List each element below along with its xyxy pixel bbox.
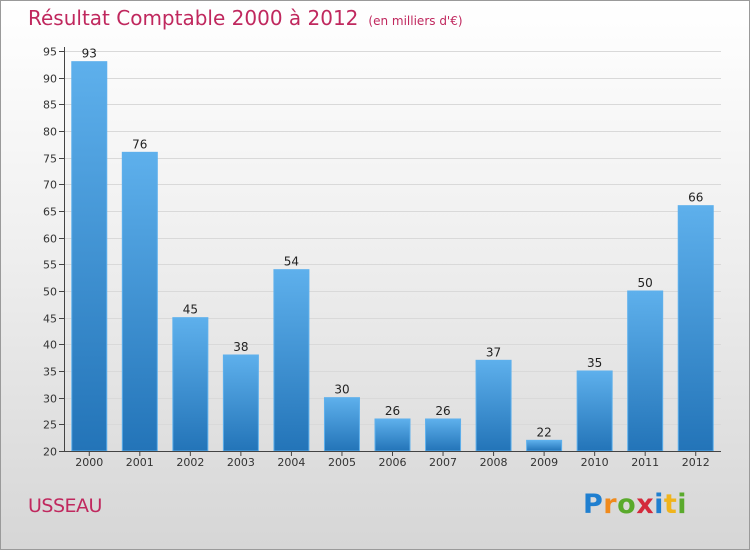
bar (323, 397, 360, 452)
bar-value-label: 66 (688, 191, 703, 205)
bar (475, 359, 512, 452)
x-tick-label: 2002 (176, 456, 204, 469)
bar-value-label: 22 (536, 425, 551, 439)
commune-name: USSEAU (28, 495, 102, 517)
bar (576, 370, 613, 452)
bar (273, 269, 310, 452)
y-tick-label: 30 (43, 393, 57, 406)
bar (425, 418, 462, 452)
y-tick-label: 70 (43, 179, 57, 192)
chart-title-text: Résultat Comptable 2000 à 2012 (28, 6, 359, 30)
bar (526, 439, 563, 452)
value-labels: 93 76 45 38 54 30 26 26 37 22 35 50 66 (82, 47, 704, 440)
x-tick-label: 2009 (530, 456, 558, 469)
y-tick-label: 50 (43, 286, 57, 299)
logo-letter: i (654, 489, 664, 520)
bar-value-label: 26 (385, 404, 400, 418)
y-tick-label: 45 (43, 313, 57, 326)
bar (71, 61, 108, 452)
y-tick-label: 40 (43, 339, 57, 352)
x-tick-label: 2005 (328, 456, 356, 469)
bar (222, 354, 259, 452)
bar-value-label: 93 (82, 47, 97, 61)
y-tick-label: 65 (43, 206, 57, 219)
chart-unit: (en milliers d'€) (368, 14, 463, 28)
x-tick-label: 2001 (126, 456, 154, 469)
x-tick-label: 2008 (480, 456, 508, 469)
chart-title: Résultat Comptable 2000 à 2012 (en millie… (28, 6, 463, 30)
bar-value-label: 37 (486, 345, 501, 359)
y-tick-label: 75 (43, 153, 57, 166)
logo-letter: P (583, 489, 604, 520)
y-tick-label: 80 (43, 126, 57, 139)
proxiti-logo: Proxiti (583, 489, 687, 520)
logo-letter: o (617, 489, 637, 520)
bar (627, 290, 664, 452)
bar (677, 205, 714, 452)
x-tick-label: 2010 (581, 456, 609, 469)
bar-value-label: 54 (284, 255, 299, 269)
logo-letter: i (677, 489, 688, 520)
y-tick-label: 60 (43, 233, 57, 246)
bar-value-label: 35 (587, 356, 602, 370)
y-tick-label: 20 (43, 446, 57, 459)
x-tick-label: 2012 (682, 456, 710, 469)
x-tick-label: 2000 (75, 456, 103, 469)
x-tick-label: 2004 (277, 456, 305, 469)
bar-value-label: 26 (435, 404, 450, 418)
x-tick-label: 2003 (227, 456, 255, 469)
bar-value-label: 50 (638, 276, 653, 290)
bar-value-label: 45 (183, 303, 198, 317)
y-tick-label: 25 (43, 419, 57, 432)
logo-letter: x (636, 489, 655, 520)
y-tick-label: 95 (43, 46, 57, 59)
x-tick-label: 2011 (631, 456, 659, 469)
x-tick-label: 2007 (429, 456, 457, 469)
bar-value-label: 30 (334, 383, 349, 397)
bar-value-label: 76 (132, 137, 147, 151)
y-tick-label: 85 (43, 99, 57, 112)
bar-value-label: 38 (233, 340, 248, 354)
bar (374, 418, 411, 452)
y-tick-label: 55 (43, 259, 57, 272)
logo-letter: r (603, 489, 618, 520)
gridlines (64, 51, 721, 425)
y-tick-label: 35 (43, 366, 57, 379)
axes: 20 25 30 35 40 45 50 55 60 65 70 75 80 85 90 95 2000 2001… (43, 46, 721, 469)
y-tick-label: 90 (43, 73, 57, 86)
x-tick-label: 2006 (379, 456, 407, 469)
bar (121, 151, 158, 452)
logo-letter: t (663, 489, 678, 520)
bar (172, 317, 209, 452)
bars (71, 61, 714, 452)
